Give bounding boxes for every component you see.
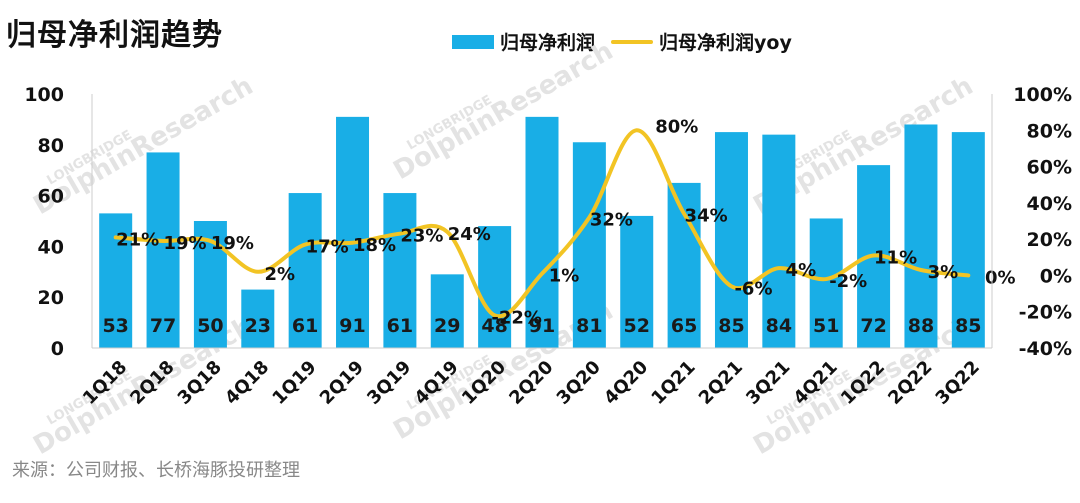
source-note: 来源：公司财报、长桥海豚投研整理 bbox=[12, 460, 300, 481]
yoy-value-label: 23% bbox=[400, 226, 443, 247]
y-axis-left: 0 20 40 60 80 100 bbox=[24, 84, 93, 360]
y2-tick-label: 40% bbox=[1027, 193, 1072, 215]
yoy-value-label: -22% bbox=[491, 307, 542, 328]
y-tick-label: 40 bbox=[38, 236, 64, 258]
x-tick-label: 2Q21 bbox=[695, 357, 747, 409]
bar bbox=[430, 274, 464, 348]
y-axis-right: -40% -20% 0% 20% 40% 60% 80% 100% bbox=[991, 84, 1072, 360]
bar bbox=[383, 193, 417, 348]
y-tick-label: 0 bbox=[51, 338, 64, 360]
bar bbox=[904, 124, 938, 348]
y2-tick-label: 80% bbox=[1027, 120, 1072, 142]
y2-tick-label: -40% bbox=[1019, 338, 1072, 360]
yoy-value-label: 4% bbox=[786, 260, 817, 281]
y-tick-label: 80 bbox=[38, 135, 64, 157]
legend-line-label: 归母净利润yoy bbox=[659, 32, 792, 54]
bar-value-label: 61 bbox=[387, 315, 413, 337]
yoy-value-label: 0% bbox=[985, 267, 1016, 288]
bar-value-label: 84 bbox=[766, 315, 792, 337]
yoy-value-label: 2% bbox=[265, 264, 296, 285]
yoy-value-label: -2% bbox=[829, 271, 867, 292]
bar bbox=[525, 116, 559, 348]
bar-value-label: 23 bbox=[245, 315, 271, 337]
bar bbox=[620, 215, 654, 348]
bar-value-label: 85 bbox=[955, 315, 981, 337]
bar bbox=[478, 226, 512, 348]
legend-bar-swatch bbox=[452, 34, 494, 49]
yoy-labels: 21% 19% 19%2%17% 18% 23% 24%-22%1%32%80%34%-6… bbox=[116, 116, 1015, 328]
bar-value-label: 77 bbox=[150, 315, 176, 337]
bar bbox=[241, 289, 275, 348]
yoy-value-label: 24% bbox=[448, 224, 491, 245]
bar bbox=[336, 116, 370, 348]
yoy-value-label: -6% bbox=[734, 278, 772, 299]
bar-value-label: 61 bbox=[292, 315, 318, 337]
yoy-value-label: 19% bbox=[211, 233, 254, 254]
y2-tick-label: -20% bbox=[1019, 302, 1072, 324]
bar bbox=[714, 132, 748, 348]
y2-tick-label: 60% bbox=[1027, 157, 1072, 179]
x-tick-label: 4Q20 bbox=[600, 357, 652, 409]
x-tick-label: 3Q21 bbox=[742, 357, 794, 409]
legend-line-swatch bbox=[611, 39, 654, 44]
yoy-value-label: 17% bbox=[306, 237, 349, 258]
bar-value-label: 51 bbox=[813, 315, 839, 337]
yoy-value-label: 18% bbox=[353, 235, 396, 256]
bar-value-label: 48 bbox=[481, 315, 507, 337]
yoy-line bbox=[113, 128, 971, 319]
bar-value-label: 50 bbox=[197, 315, 223, 337]
y2-tick-label: 20% bbox=[1027, 229, 1072, 251]
yoy-value-label: 11% bbox=[874, 247, 917, 268]
yoy-value-label: 80% bbox=[655, 116, 698, 137]
yoy-series bbox=[113, 128, 971, 319]
yoy-value-label: 21% bbox=[116, 229, 159, 250]
bar bbox=[951, 132, 985, 348]
bar-labels: 53 77 50 23 61 91 61 29 48 91 81 52 65 85 84 51 72 88 85 bbox=[102, 315, 981, 337]
legend: 归母净利润 归母净利润yoy bbox=[452, 28, 808, 55]
yoy-value-label: 3% bbox=[928, 262, 959, 283]
x-tick-label: 1Q21 bbox=[647, 357, 699, 409]
bar-value-label: 85 bbox=[718, 315, 744, 337]
bar-value-label: 72 bbox=[860, 315, 886, 337]
yoy-value-label: 19% bbox=[164, 233, 207, 254]
y2-tick-label: 0% bbox=[1040, 265, 1072, 287]
y-tick-label: 60 bbox=[38, 186, 64, 208]
x-tick-label: 2Q19 bbox=[316, 357, 368, 409]
bar-value-label: 53 bbox=[102, 315, 128, 337]
bar bbox=[146, 152, 180, 348]
bar bbox=[809, 218, 843, 348]
y-tick-label: 20 bbox=[38, 287, 64, 309]
x-tick-label: 3Q20 bbox=[553, 357, 605, 409]
x-tick-label: 1Q19 bbox=[268, 357, 320, 409]
bar-value-label: 29 bbox=[434, 315, 460, 337]
bar-value-label: 88 bbox=[908, 315, 934, 337]
legend-item-bar: 归母净利润 bbox=[452, 28, 595, 55]
legend-item-line: 归母净利润yoy bbox=[611, 28, 792, 55]
chart-title: 归母净利润趋势 bbox=[6, 18, 223, 53]
y-tick-label: 100 bbox=[24, 84, 64, 106]
bar bbox=[288, 193, 322, 348]
yoy-value-label: 32% bbox=[590, 209, 633, 230]
bar-value-label: 91 bbox=[529, 315, 555, 337]
bar bbox=[762, 134, 796, 348]
legend-bar-label: 归母净利润 bbox=[500, 32, 596, 54]
x-tick-label: 3Q22 bbox=[932, 357, 984, 409]
bar-value-label: 91 bbox=[339, 315, 365, 337]
yoy-value-label: 34% bbox=[685, 206, 728, 227]
y2-tick-label: 100% bbox=[1013, 84, 1072, 106]
bar-value-label: 52 bbox=[624, 315, 650, 337]
bar-value-label: 65 bbox=[671, 315, 697, 337]
x-tick-label: 4Q18 bbox=[221, 357, 273, 409]
bar-value-label: 81 bbox=[576, 315, 602, 337]
bar bbox=[572, 142, 606, 348]
yoy-value-label: 1% bbox=[549, 266, 580, 287]
